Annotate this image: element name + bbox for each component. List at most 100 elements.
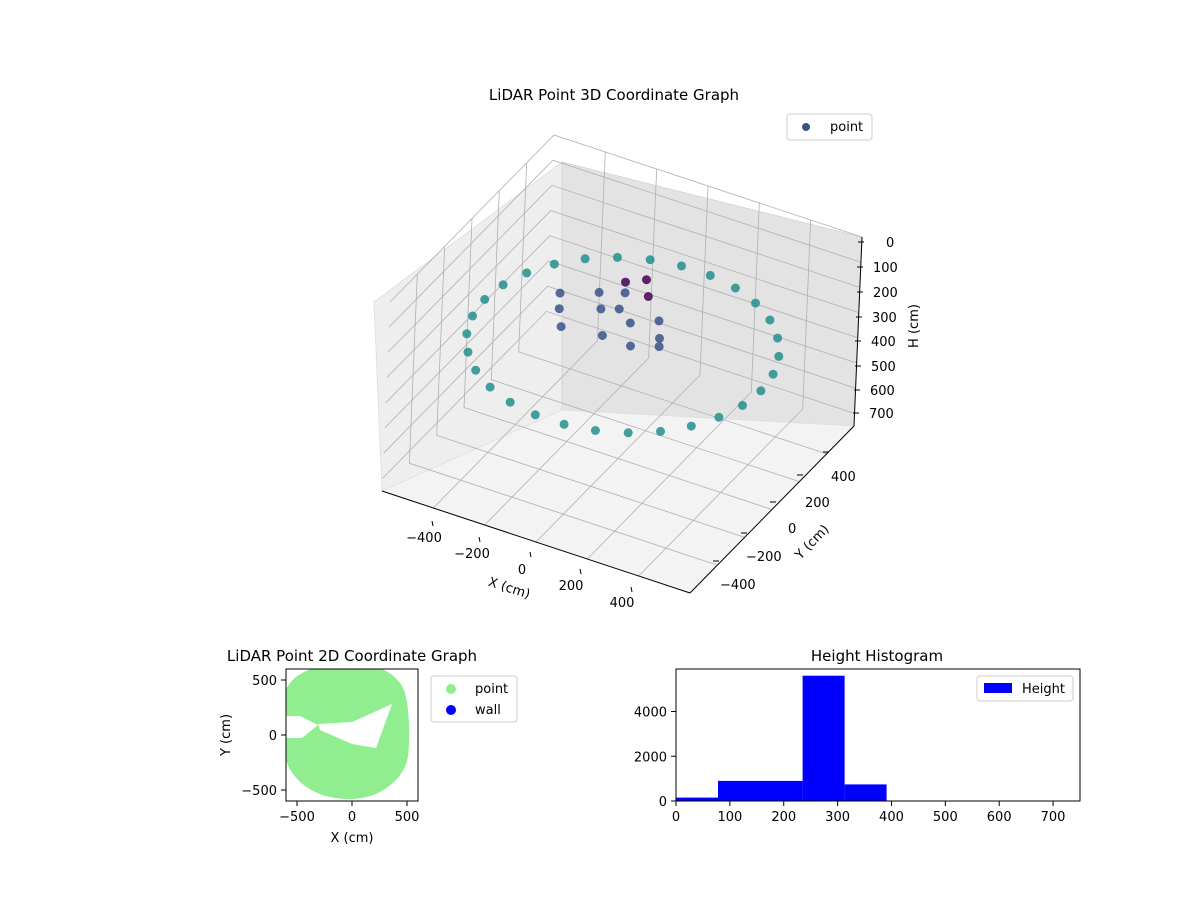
y-tick-label: 2000 bbox=[634, 750, 667, 765]
histogram-bar bbox=[718, 780, 803, 801]
data-point-3d bbox=[522, 268, 532, 278]
data-point-3d bbox=[773, 333, 783, 343]
grid-line-y bbox=[518, 162, 827, 455]
data-point-3d bbox=[471, 365, 481, 375]
histogram-bar bbox=[802, 675, 845, 801]
points-2d bbox=[286, 669, 410, 800]
x-tick-label: 0 bbox=[518, 563, 526, 578]
legend-2d: point wall bbox=[430, 675, 518, 723]
data-point-3d bbox=[621, 277, 630, 287]
y-axis-label: Y (cm) bbox=[792, 522, 833, 563]
data-point-3d bbox=[614, 304, 624, 314]
data-point-3d bbox=[596, 304, 606, 314]
data-point-3d bbox=[505, 397, 515, 407]
data-point-3d bbox=[642, 275, 651, 285]
z-tick-label: 500 bbox=[871, 360, 896, 375]
legend-3d: point bbox=[786, 113, 873, 141]
data-point-3d bbox=[774, 351, 784, 361]
data-point-3d bbox=[580, 254, 590, 264]
x-tick-mark bbox=[630, 586, 633, 593]
x-tick-label: −200 bbox=[454, 547, 490, 562]
x-tick-label: 700 bbox=[1041, 810, 1066, 825]
data-point-3d bbox=[654, 342, 664, 352]
data-point-3d bbox=[597, 331, 607, 340]
x-tick-mark bbox=[529, 551, 532, 558]
z-tick-label: 300 bbox=[872, 311, 897, 326]
grid-line-x bbox=[638, 219, 812, 577]
z-tick-label: 700 bbox=[869, 407, 894, 422]
y-tick-label: 500 bbox=[252, 674, 277, 689]
x-tick-label: 600 bbox=[987, 810, 1012, 825]
data-point-3d bbox=[626, 341, 635, 351]
legend-label-height: Height bbox=[1022, 682, 1065, 697]
x-axis-label: X (cm) bbox=[331, 831, 374, 846]
z-tick-label: 100 bbox=[873, 261, 898, 276]
grid-line-z bbox=[384, 260, 857, 429]
pane-back bbox=[561, 161, 863, 427]
data-point-3d bbox=[756, 386, 766, 396]
legend-marker-wall bbox=[446, 705, 456, 715]
data-point-3d bbox=[468, 311, 477, 321]
data-point-3d bbox=[554, 304, 564, 314]
data-point-3d bbox=[555, 288, 565, 298]
histogram-ticks: 0 100 200 300 400 500 600 700 0 2000 4000 bbox=[634, 706, 1066, 825]
data-point-3d bbox=[623, 428, 633, 438]
grid-line-z bbox=[386, 210, 859, 378]
chart-2d: LiDAR Point 2D Coordinate Graph −500 0 5… bbox=[219, 647, 518, 846]
z-axis-label: H (cm) bbox=[907, 304, 922, 348]
legend-marker-point bbox=[446, 684, 456, 694]
histogram-bars bbox=[676, 675, 887, 801]
x-tick-mark bbox=[579, 568, 582, 575]
x-tick-label: −500 bbox=[279, 810, 315, 825]
grid-line-z bbox=[387, 184, 860, 353]
grid-3d bbox=[382, 134, 863, 577]
data-point-3d bbox=[738, 400, 747, 410]
x-tick-label: 200 bbox=[771, 810, 796, 825]
data-point-3d bbox=[498, 280, 508, 290]
legend-label-point: point bbox=[475, 682, 508, 697]
y-tick-label: 200 bbox=[805, 496, 830, 511]
legend-swatch-height bbox=[984, 683, 1012, 693]
x-axis-label: X (cm) bbox=[486, 575, 532, 603]
histogram-bar bbox=[676, 797, 718, 801]
legend-frame bbox=[786, 113, 873, 141]
y-tick-label: −400 bbox=[720, 578, 756, 593]
grid-line-z bbox=[383, 285, 856, 454]
data-point-3d bbox=[677, 261, 686, 271]
y-axis-label: Y (cm) bbox=[219, 714, 234, 757]
chart-3d: LiDAR Point 3D Coordinate Graph − bbox=[373, 86, 922, 611]
data-point-3d bbox=[462, 329, 472, 339]
data-point-3d bbox=[620, 288, 630, 298]
data-point-3d bbox=[559, 419, 569, 429]
x-tick-label: 0 bbox=[672, 810, 680, 825]
x-tick-label: 400 bbox=[610, 596, 635, 611]
z-tick-label: 400 bbox=[871, 335, 896, 350]
x-tick-label: 500 bbox=[933, 810, 958, 825]
y-tick-label: 0 bbox=[269, 729, 277, 744]
x-tick-label: 200 bbox=[559, 579, 584, 594]
y-tick-label: 400 bbox=[831, 470, 856, 485]
x-axis-line bbox=[381, 490, 691, 594]
y-tick-label: −500 bbox=[241, 784, 277, 799]
legend-label-point: point bbox=[830, 120, 863, 135]
data-point-3d bbox=[590, 426, 600, 435]
data-point-3d bbox=[768, 369, 778, 379]
data-point-3d bbox=[485, 382, 495, 392]
y-tick-label: −200 bbox=[746, 550, 782, 565]
legend-frame bbox=[976, 675, 1074, 702]
data-point-3d bbox=[730, 283, 740, 293]
legend-label-wall: wall bbox=[475, 703, 501, 718]
x-tick-label: 0 bbox=[348, 810, 356, 825]
data-point-3d bbox=[686, 421, 696, 431]
grid-line-z bbox=[388, 159, 862, 328]
y-tick-label: 4000 bbox=[634, 706, 667, 721]
point-cloud-gap bbox=[318, 704, 392, 748]
axes-frame-histogram bbox=[675, 668, 1081, 802]
chart-3d-title: LiDAR Point 3D Coordinate Graph bbox=[489, 86, 739, 104]
histogram-title: Height Histogram bbox=[811, 647, 943, 665]
z-tick-label: 200 bbox=[873, 286, 898, 301]
legend-histogram: Height bbox=[976, 675, 1074, 702]
z-tick-label: 600 bbox=[870, 384, 895, 399]
data-point-3d bbox=[705, 270, 715, 280]
